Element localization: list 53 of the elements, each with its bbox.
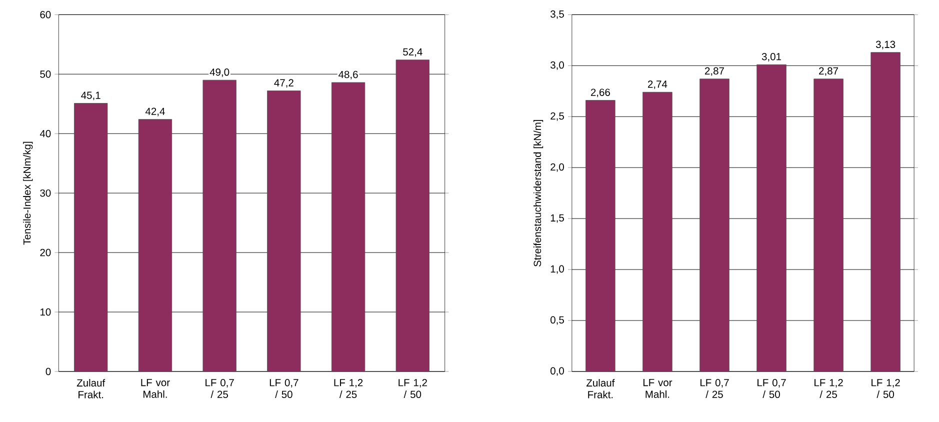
y-axis-title: Tensile-Index [kNm/kg]: [23, 142, 33, 245]
bar: [331, 82, 366, 372]
data-label: 48,6: [338, 70, 358, 80]
bar: [756, 64, 786, 372]
y-tick-label: 40: [40, 130, 51, 138]
y-tick-label: 1,5: [550, 214, 564, 223]
y-tick-label: 10: [40, 308, 51, 316]
x-tick-label: Zulauf Frakt.: [76, 378, 106, 398]
y-tick-label: 2,5: [550, 112, 564, 121]
data-label: 2,66: [590, 88, 610, 98]
bar: [138, 118, 172, 372]
data-label: 52,4: [403, 48, 422, 57]
x-tick-label: LF 0,7 / 50: [758, 378, 786, 398]
x-tick-label: LF 0,7 / 50: [270, 378, 298, 398]
y-tick-label: 30: [40, 189, 51, 197]
y-axis-title: Streifenstauchwiderstand [kN/m]: [534, 120, 544, 266]
bar: [267, 90, 301, 372]
x-tick-label: Zulauf Frakt.: [586, 378, 615, 398]
data-label: 47,2: [274, 79, 294, 88]
bar: [396, 60, 430, 372]
y-tick-label: 3,0: [550, 61, 564, 70]
x-tick-label: LF 0,7 / 25: [206, 378, 234, 398]
data-label: 3,13: [876, 40, 896, 50]
data-label: 2,87: [705, 67, 724, 76]
data-label: 3,01: [762, 52, 781, 62]
data-label: 2,74: [648, 80, 668, 89]
x-tick-label: LF vor Mahl.: [141, 378, 170, 398]
data-label: 42,4: [145, 108, 165, 116]
y-tick-label: 3,5: [550, 10, 564, 19]
y-tick-label: 0,0: [550, 367, 564, 376]
y-tick-label: 50: [40, 70, 51, 78]
bar: [700, 78, 730, 372]
bar: [74, 102, 108, 372]
data-label: 45,1: [81, 92, 100, 100]
y-tick-label: 0,5: [550, 316, 564, 325]
bar: [202, 80, 236, 372]
bar: [814, 78, 844, 372]
data-label: 49,0: [210, 68, 230, 77]
x-tick-label: LF 0,7 / 25: [700, 378, 729, 398]
bar: [642, 92, 672, 372]
bar: [586, 100, 616, 372]
y-tick-label: 1,0: [550, 265, 564, 274]
data-label: 2,87: [819, 67, 838, 76]
bar: [870, 52, 900, 372]
y-tick-label: 0: [46, 368, 51, 375]
x-tick-label: LF 1,2 / 50: [872, 378, 900, 398]
x-tick-label: LF vor Mahl.: [643, 378, 672, 398]
x-tick-label: LF 1,2 / 25: [814, 378, 843, 398]
y-tick-label: 60: [40, 10, 51, 18]
x-tick-label: LF 1,2 / 50: [398, 378, 427, 398]
y-tick-label: 20: [40, 248, 51, 256]
x-tick-label: LF 1,2 / 25: [334, 378, 363, 398]
y-tick-label: 2,0: [550, 163, 564, 172]
